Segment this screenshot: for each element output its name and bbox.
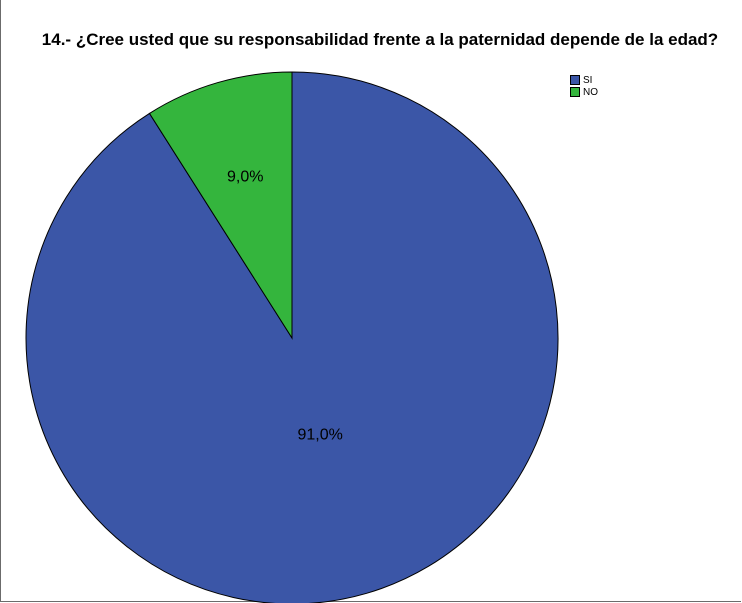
legend-label-si: SI	[583, 74, 593, 86]
pie-slice-no	[148, 71, 293, 340]
legend-label-no: NO	[583, 86, 598, 98]
legend-swatch-si	[570, 75, 580, 85]
pie-label-no: 9,0%	[227, 168, 263, 185]
chart-title: 14.- ¿Cree usted que su responsabilidad …	[41, 30, 719, 49]
legend-item-no: NO	[570, 86, 598, 98]
legend: SI NO	[570, 74, 598, 98]
legend-item-si: SI	[570, 74, 598, 86]
pie-label-si: 91,0%	[298, 426, 343, 443]
legend-swatch-no	[570, 87, 580, 97]
